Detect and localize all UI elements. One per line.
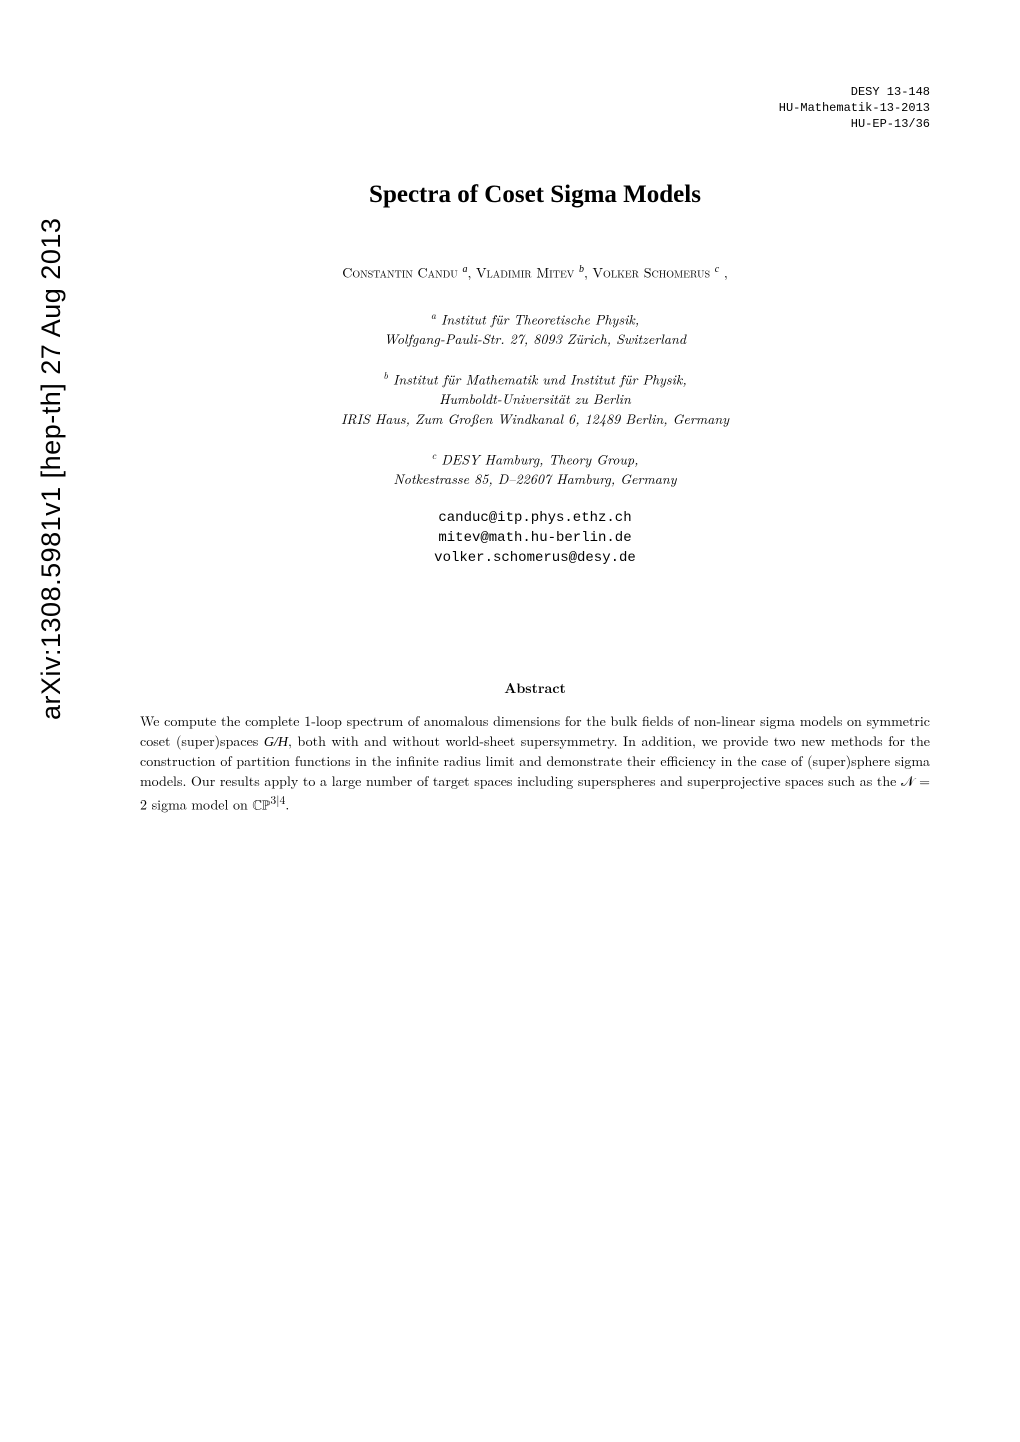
affiliation-c: c DESY Hamburg, Theory Group, Notkestras… bbox=[140, 448, 930, 490]
arxiv-identifier: arXiv:1308.5981v1 [hep-th] 27 Aug 2013 bbox=[36, 218, 67, 720]
author-1: Constantin Candu bbox=[342, 262, 458, 282]
author-2-marker: b bbox=[579, 261, 584, 275]
abstract-part3: sigma model on bbox=[147, 794, 252, 814]
affiliation-c-marker: c bbox=[432, 448, 437, 462]
email-3: volker.schomerus@desy.de bbox=[140, 549, 930, 569]
affiliation-c-line1: DESY Hamburg, Theory Group, bbox=[441, 449, 638, 469]
author-2: Vladimir Mitev bbox=[476, 262, 574, 282]
abstract-math-gh: G/H bbox=[264, 735, 288, 750]
email-1: canduc@itp.phys.ethz.ch bbox=[140, 509, 930, 529]
emails-block: canduc@itp.phys.ethz.ch mitev@math.hu-be… bbox=[140, 509, 930, 568]
email-2: mitev@math.hu-berlin.de bbox=[140, 529, 930, 549]
abstract-math-cp: ℂℙ bbox=[252, 794, 270, 814]
affiliation-b: b Institut für Mathematik und Institut f… bbox=[140, 368, 930, 429]
abstract-part4: . bbox=[285, 794, 289, 814]
abstract-heading: Abstract bbox=[140, 678, 930, 698]
author-3: Volker Schomerus bbox=[593, 262, 711, 282]
report-numbers-block: DESY 13-148 HU-Mathematik-13-2013 HU-EP-… bbox=[140, 84, 930, 133]
affiliation-a-marker: a bbox=[431, 308, 436, 322]
affiliation-b-line3: IRIS Haus, Zum Großen Windkanal 6, 12489… bbox=[341, 409, 729, 429]
affiliation-a-line2: Wolfgang-Pauli-Str. 27, 8093 Zürich, Swi… bbox=[384, 329, 686, 349]
abstract-body: We compute the complete 1-loop spectrum … bbox=[140, 712, 930, 815]
author-1-marker: a bbox=[462, 261, 467, 275]
report-number-hu-ep: HU-EP-13/36 bbox=[140, 116, 930, 132]
affiliation-b-line1: Institut für Mathematik und Institut für… bbox=[393, 370, 687, 390]
abstract-math-cp-sup: 3|4 bbox=[270, 792, 285, 808]
affiliation-c-line2: Notkestrasse 85, D–22607 Hamburg, German… bbox=[393, 469, 676, 489]
affiliation-a: a Institut für Theoretische Physik, Wolf… bbox=[140, 308, 930, 350]
report-number-desy: DESY 13-148 bbox=[140, 84, 930, 100]
author-3-marker: c bbox=[715, 261, 719, 275]
affiliation-b-marker: b bbox=[383, 368, 388, 382]
page-content: DESY 13-148 HU-Mathematik-13-2013 HU-EP-… bbox=[140, 0, 930, 815]
authors-line: Constantin Candu a, Vladimir Mitev b, Vo… bbox=[140, 261, 930, 283]
affiliation-a-line1: Institut für Theoretische Physik, bbox=[441, 310, 639, 330]
report-number-hu-math: HU-Mathematik-13-2013 bbox=[140, 100, 930, 116]
paper-title: Spectra of Coset Sigma Models bbox=[140, 181, 930, 209]
affiliation-b-line2: Humboldt-Universität zu Berlin bbox=[439, 389, 631, 409]
